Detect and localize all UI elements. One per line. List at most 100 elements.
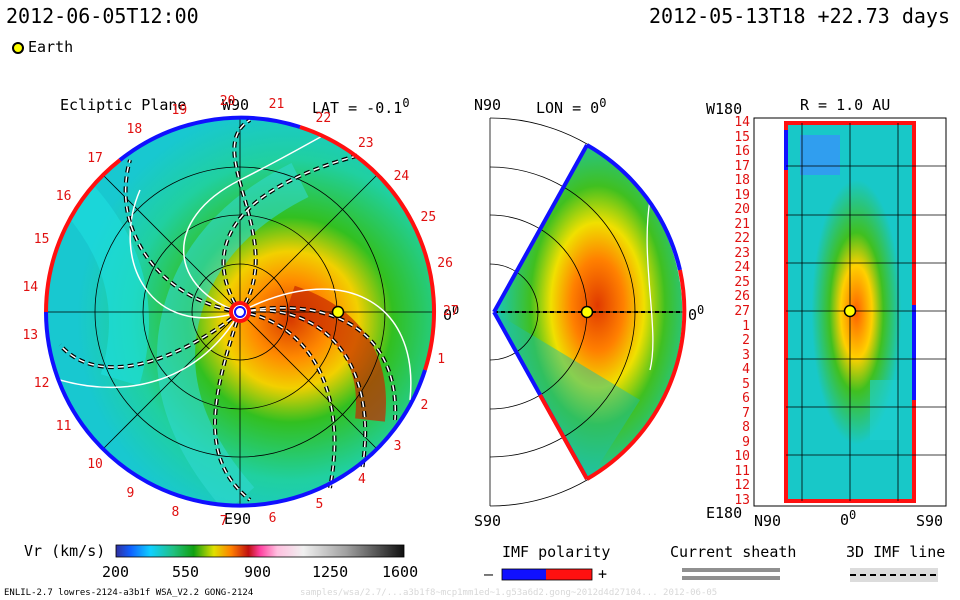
radial-y-tick-label: 23: [734, 245, 750, 261]
radial-y-tick-label: 20: [734, 202, 750, 218]
radial-y-tick-label: 24: [734, 260, 750, 276]
ecliptic-rotation-number: 22: [315, 111, 332, 127]
speed-colorbar: [115, 544, 405, 558]
radial-y-tick-label: 2: [742, 333, 750, 349]
meridional-longitude: LON = 00: [536, 96, 607, 117]
earth-legend-label: Earth: [28, 38, 74, 56]
radial-x-label-s90: S90: [916, 512, 944, 530]
meridional-zero-label: 00: [688, 303, 705, 324]
ecliptic-w90-label: W90: [222, 96, 250, 114]
radial-y-tick-label: 16: [734, 144, 750, 160]
radial-y-tick-label: 19: [734, 187, 750, 203]
colorbar-tick-900: 900: [244, 563, 272, 581]
radial-y-tick-label: 1: [742, 318, 750, 334]
ecliptic-zero-label: 00: [443, 303, 460, 324]
imf-negative-swatch: [502, 569, 546, 580]
colorbar-tick-200: 200: [102, 563, 130, 581]
ecliptic-rotation-number: 8: [171, 505, 180, 521]
run-timestamp: 2012-06-05T12:00: [6, 4, 199, 28]
radial-y-tick-label: 21: [734, 216, 750, 232]
colorbar-tick-1600: 1600: [382, 563, 419, 581]
ecliptic-rotation-number: 17: [87, 151, 103, 167]
earth-legend: Earth: [12, 38, 73, 56]
radial-y-tick-label: 3: [742, 347, 750, 363]
earth-marker-icon: [12, 41, 24, 54]
ecliptic-rotation-number: 21: [268, 97, 285, 113]
ecliptic-rotation-number: 25: [420, 209, 437, 225]
radial-panel: [753, 117, 947, 507]
footer-faint-path: samples/wsa/2.7/...a3b1f8~mcp1mm1ed~1.g5…: [300, 588, 718, 598]
radial-y-tick-label: 17: [734, 158, 750, 174]
imf-plus-sign: +: [598, 565, 608, 583]
radial-y-tick-label: 8: [742, 420, 750, 436]
ecliptic-rotation-number: 7: [219, 513, 228, 529]
radial-y-tick-label: 4: [742, 362, 750, 378]
ecliptic-earth-marker: [331, 305, 345, 319]
imf-3d-line-label: 3D IMF line: [846, 543, 946, 561]
reference-timestamp: 2012-05-13T18 +22.73 days: [648, 4, 950, 28]
imf-positive-swatch: [546, 569, 592, 580]
ecliptic-rotation-number: 16: [55, 188, 72, 204]
ecliptic-rotation-number: 6: [268, 510, 277, 526]
ecliptic-plane-panel: [44, 115, 437, 508]
radial-x-label-zero: 00: [840, 508, 857, 529]
radial-y-tick-label: 5: [742, 376, 750, 392]
radial-x-label-n90: N90: [754, 512, 782, 530]
ecliptic-rotation-number: 12: [33, 375, 50, 391]
radial-y-tick-label: 14: [734, 115, 750, 130]
ecliptic-title: Ecliptic Plane: [60, 96, 187, 114]
radial-y-tick-label: 13: [734, 493, 750, 508]
ecliptic-rotation-number: 5: [315, 496, 324, 512]
ecliptic-rotation-number: 24: [393, 169, 410, 185]
ecliptic-polarity-negative-rim: [44, 311, 427, 508]
meridional-s90-label: S90: [474, 512, 502, 530]
radial-w180-label: W180: [706, 100, 743, 118]
imf-3d-line-swatch: [850, 568, 938, 582]
ecliptic-rotation-number: 14: [22, 279, 39, 295]
radial-y-tick-label: 25: [734, 274, 750, 290]
imf-minus-sign: –: [484, 565, 494, 583]
radial-y-tick-label: 7: [742, 405, 750, 421]
ecliptic-rotation-number: 20: [219, 94, 236, 110]
model-footer: ENLIL-2.7 lowres-2124-a3b1f WSA_V2.2 GON…: [4, 588, 254, 598]
ecliptic-rotation-number: 27: [442, 304, 459, 319]
current-sheath-label: Current sheath: [670, 543, 797, 561]
meridional-earth-marker: [580, 305, 594, 319]
radial-y-tick-label: 12: [734, 478, 750, 494]
ecliptic-rotation-number: 13: [22, 328, 39, 344]
meridional-n90-label: N90: [474, 96, 502, 114]
current-sheath-swatch: [682, 568, 780, 580]
ecliptic-polarity-positive-rim: [44, 158, 122, 313]
radial-e180-label: E180: [706, 504, 743, 522]
ecliptic-rotation-number: 26: [437, 255, 453, 271]
radial-distance-label: R = 1.0 AU: [800, 96, 891, 114]
colorbar-label: Vr (km/s): [24, 542, 106, 560]
ecliptic-rotation-number: 3: [393, 438, 402, 454]
radial-grid: [786, 123, 946, 501]
radial-earth-marker: [843, 304, 857, 318]
ecliptic-rotation-number: 2: [420, 398, 429, 414]
ecliptic-rotation-number: 9: [126, 485, 135, 501]
ecliptic-rotation-number: 11: [55, 419, 72, 435]
colorbar-tick-1250: 1250: [312, 563, 349, 581]
ecliptic-latitude: LAT = -0.10: [312, 96, 410, 117]
radial-y-tick-label: 9: [742, 434, 750, 450]
ecliptic-e90-label: E90: [224, 510, 252, 528]
ecliptic-rotation-number: 23: [357, 135, 374, 151]
radial-y-tick-label: 22: [734, 231, 750, 247]
radial-y-tick-label: 6: [742, 391, 750, 407]
ecliptic-rotation-number: 10: [87, 456, 103, 472]
imf-polarity-label: IMF polarity: [502, 543, 611, 561]
ecliptic-rotation-number: 18: [126, 122, 143, 138]
radial-y-tick-label: 27: [734, 304, 750, 319]
colorbar-tick-550: 550: [172, 563, 200, 581]
radial-y-tick-label: 15: [734, 129, 750, 145]
radial-y-tick-label: 10: [734, 449, 750, 465]
ecliptic-rotation-number: 1: [437, 352, 446, 368]
ecliptic-rotation-number: 15: [33, 232, 50, 248]
meridional-plane-panel: [489, 117, 687, 507]
ecliptic-rotation-number: 19: [171, 102, 188, 118]
radial-y-tick-label: 11: [734, 463, 750, 479]
radial-y-tick-label: 26: [734, 289, 750, 305]
